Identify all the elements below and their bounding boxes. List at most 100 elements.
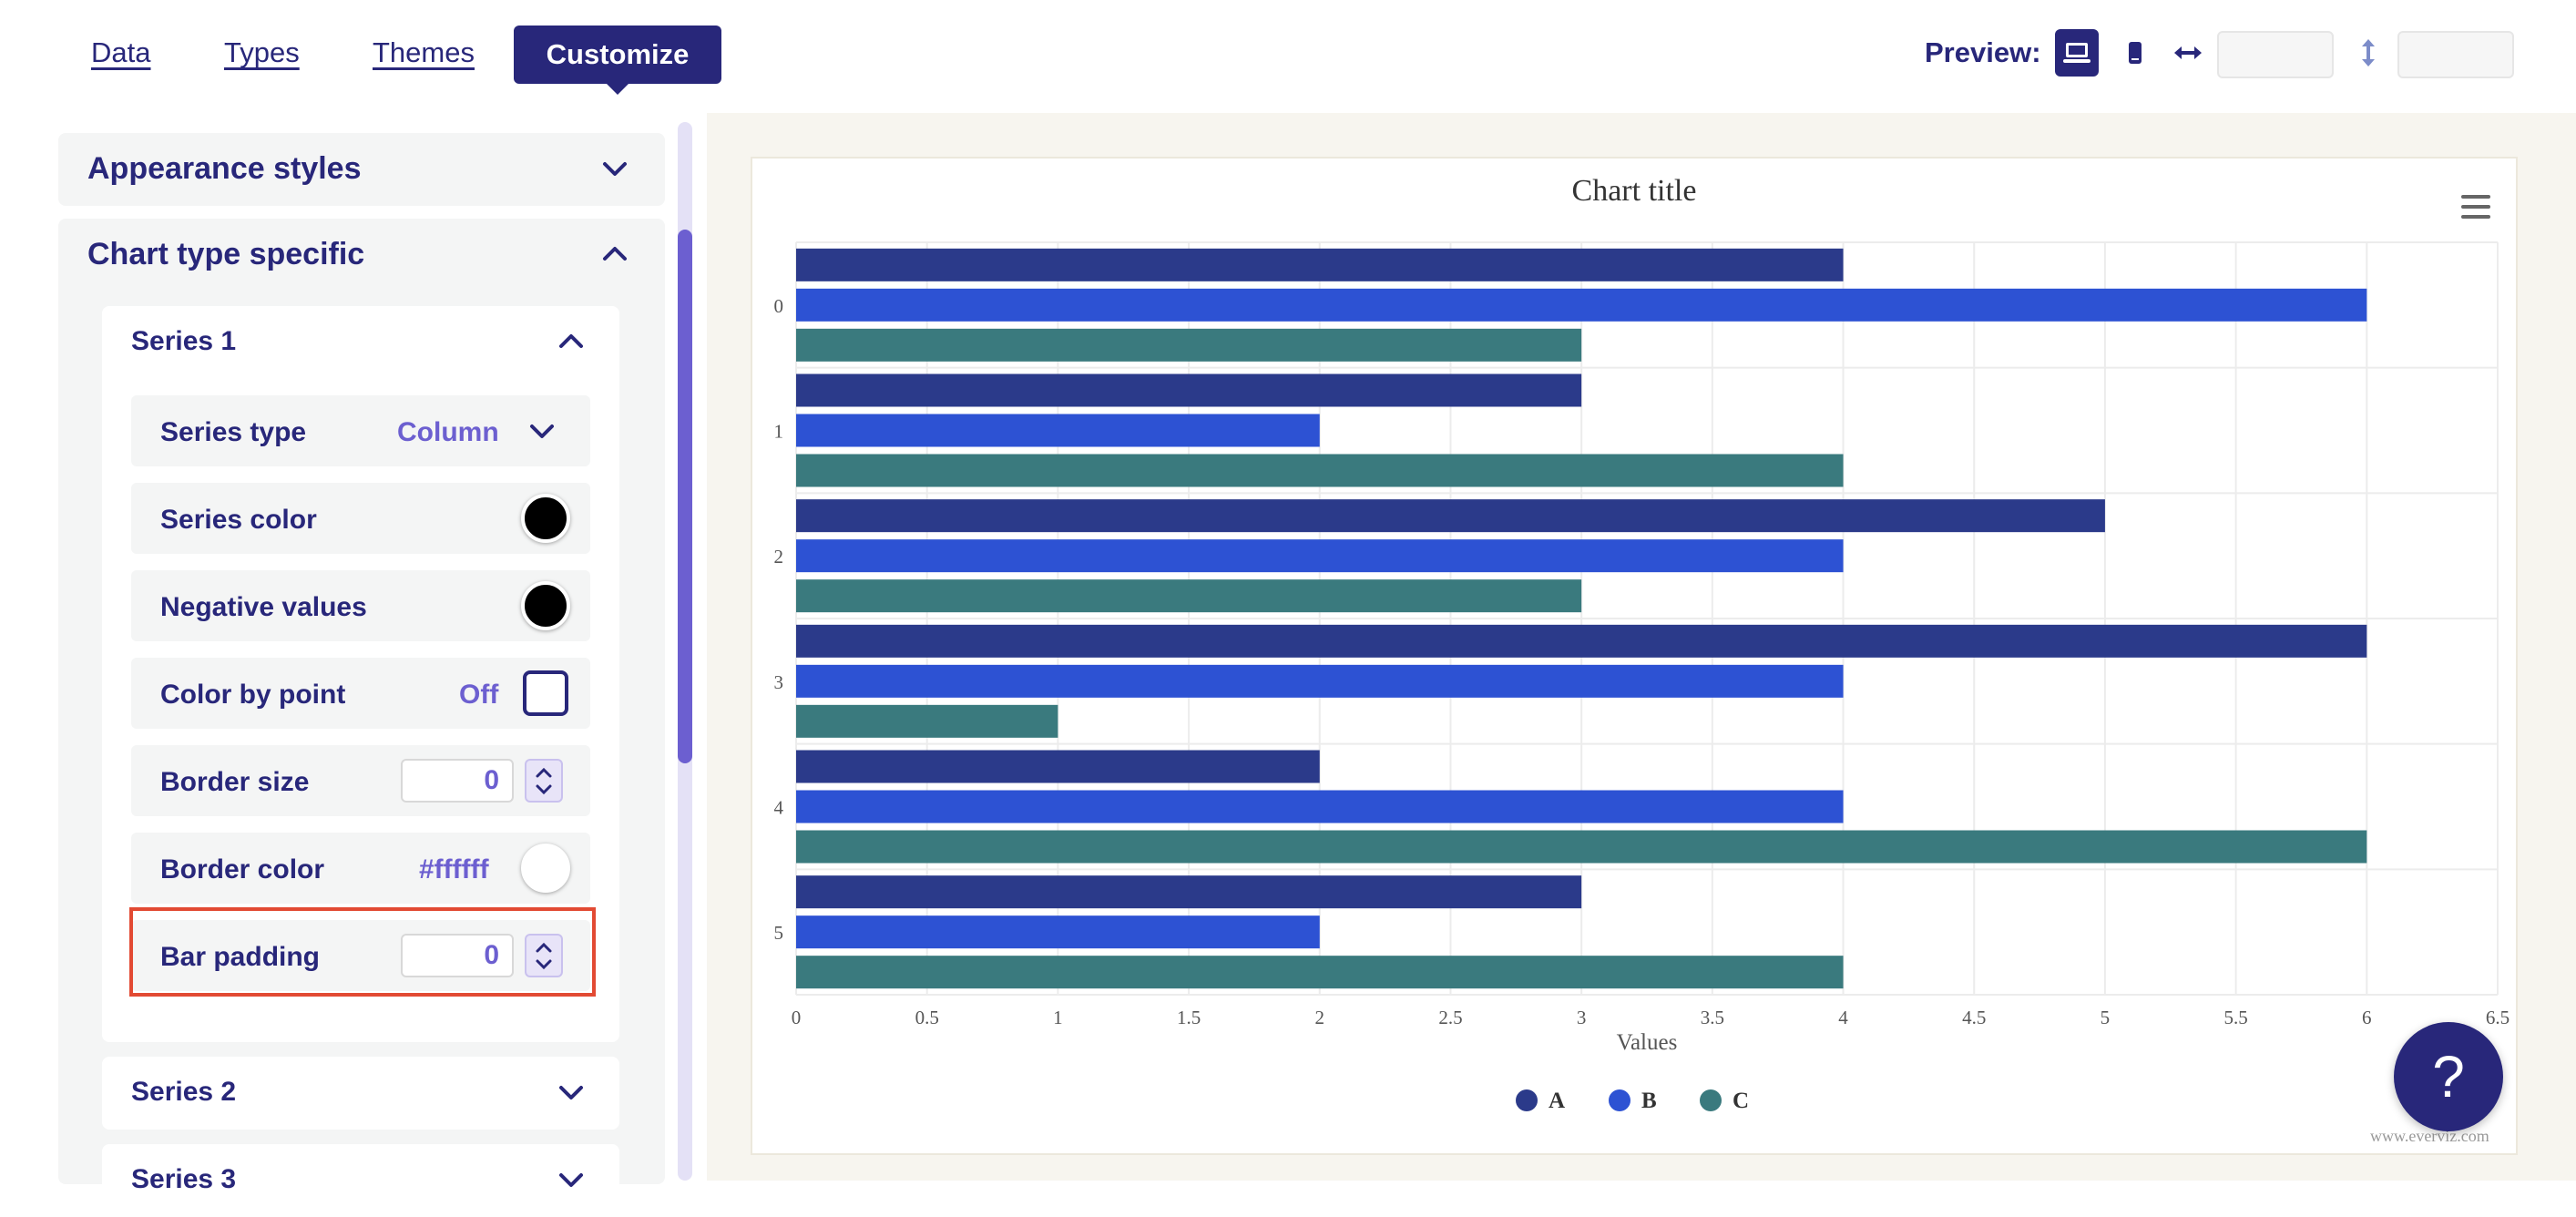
series-2-card[interactable]: Series 2	[102, 1057, 619, 1130]
legend-marker-c[interactable]	[1700, 1089, 1722, 1111]
bar-padding-label: Bar padding	[160, 942, 321, 972]
series-3-title: Series 3	[131, 1164, 237, 1194]
bar-b-5[interactable]	[796, 915, 1320, 949]
x-tick-label: 0.5	[915, 1007, 939, 1028]
x-tick-label: 1	[1053, 1007, 1063, 1028]
width-icon-button	[2166, 29, 2210, 77]
border-size-input[interactable]: 0	[401, 759, 514, 803]
series-color-row: Series color	[131, 483, 590, 554]
bar-c-2[interactable]	[796, 579, 1582, 613]
color-by-point-row: Color by point Off	[131, 658, 590, 729]
x-tick-label: 6.5	[2486, 1007, 2510, 1028]
x-tick-label: 5	[2101, 1007, 2111, 1028]
color-by-point-checkbox[interactable]	[523, 670, 568, 716]
bar-a-5[interactable]	[796, 875, 1582, 909]
bar-padding-row: Bar padding 0	[131, 920, 590, 991]
series-color-label: Series color	[160, 505, 317, 535]
legend-marker-a[interactable]	[1516, 1089, 1538, 1111]
series-1-title[interactable]: Series 1	[131, 326, 237, 356]
series-color-swatch[interactable]	[521, 494, 570, 543]
x-tick-label: 4.5	[1962, 1007, 1986, 1028]
x-tick-label: 1.5	[1177, 1007, 1201, 1028]
x-tick-label: 6	[2362, 1007, 2372, 1028]
border-size-label: Border size	[160, 767, 310, 797]
bar-a-1[interactable]	[796, 373, 1582, 407]
legend-marker-b[interactable]	[1609, 1089, 1630, 1111]
bar-c-0[interactable]	[796, 328, 1582, 362]
negative-values-row: Negative values	[131, 570, 590, 641]
bar-padding-stepper[interactable]	[525, 934, 563, 977]
bar-padding-input[interactable]: 0	[401, 934, 514, 977]
x-tick-label: 4	[1838, 1007, 1848, 1028]
chevron-down-icon[interactable]	[526, 415, 557, 446]
mobile-preview-button[interactable]	[2113, 29, 2157, 77]
color-by-point-label: Color by point	[160, 680, 346, 710]
bar-c-4[interactable]	[796, 830, 2367, 864]
x-tick-label: 2	[1315, 1007, 1325, 1028]
bar-a-0[interactable]	[796, 248, 1844, 281]
phone-icon	[2129, 42, 2142, 64]
bar-b-2[interactable]	[796, 539, 1844, 573]
chevron-up-icon[interactable]	[556, 326, 587, 357]
bar-b-3[interactable]	[796, 664, 1844, 698]
y-tick-label: 4	[774, 797, 784, 819]
y-tick-label: 3	[774, 671, 784, 693]
height-input[interactable]	[2397, 31, 2514, 78]
tab-data[interactable]: Data	[91, 36, 151, 68]
bar-b-0[interactable]	[796, 288, 2367, 322]
bar-a-4[interactable]	[796, 750, 1320, 783]
border-size-stepper[interactable]	[525, 759, 563, 803]
preview-label: Preview:	[1925, 36, 2041, 68]
negative-values-swatch[interactable]	[521, 581, 570, 630]
stepper-arrows-icon	[536, 942, 552, 970]
vertical-resize-icon	[2362, 39, 2375, 66]
y-tick-label: 0	[774, 295, 784, 317]
bar-c-5[interactable]	[796, 956, 1844, 989]
bar-a-3[interactable]	[796, 624, 2367, 658]
bar-c-3[interactable]	[796, 704, 1058, 738]
tab-themes[interactable]: Themes	[373, 36, 475, 68]
legend-label-c[interactable]: C	[1733, 1089, 1749, 1113]
bar-c-1[interactable]	[796, 454, 1844, 487]
x-tick-label: 0	[792, 1007, 802, 1028]
x-tick-label: 2.5	[1438, 1007, 1462, 1028]
series-3-card[interactable]: Series 3	[102, 1144, 619, 1217]
stepper-arrows-icon	[536, 767, 552, 795]
x-axis-label: Values	[1617, 1030, 1678, 1055]
border-size-row: Border size 0	[131, 745, 590, 816]
legend-label-a[interactable]: A	[1549, 1089, 1565, 1113]
width-input[interactable]	[2217, 31, 2334, 78]
sidebar-scrollbar-thumb[interactable]	[678, 230, 692, 763]
chart-container: Chart title 0 0.5 1 1.5 2 2.5 3 3.5 4 4.5 5 5.5 6 6.5 0…	[751, 157, 2518, 1155]
border-color-swatch[interactable]	[521, 844, 570, 893]
y-tick-label: 5	[774, 922, 784, 944]
x-tick-label: 3	[1577, 1007, 1587, 1028]
laptop-icon	[2063, 43, 2090, 63]
desktop-preview-button[interactable]	[2055, 29, 2099, 77]
bar-b-1[interactable]	[796, 414, 1320, 447]
credits-link[interactable]: www.everviz.com	[2370, 1127, 2489, 1145]
appearance-styles-title: Appearance styles	[87, 151, 362, 186]
tab-customize[interactable]: Customize	[514, 26, 721, 95]
legend-label-b[interactable]: B	[1641, 1089, 1657, 1113]
horizontal-resize-icon	[2174, 46, 2202, 59]
chart-type-specific-title[interactable]: Chart type specific	[87, 237, 365, 271]
y-tick-label: 1	[774, 421, 784, 443]
series-type-value[interactable]: Column	[397, 417, 499, 447]
chevron-up-icon[interactable]	[599, 239, 630, 270]
series-type-row[interactable]: Series type Column	[131, 395, 590, 466]
appearance-styles-section[interactable]: Appearance styles	[58, 133, 665, 206]
bar-b-4[interactable]	[796, 790, 1844, 823]
hamburger-menu-icon[interactable]	[2459, 193, 2492, 220]
color-by-point-value: Off	[459, 680, 499, 710]
chevron-down-icon	[559, 1173, 583, 1187]
border-color-row: Border color #ffffff	[131, 833, 590, 904]
chart-title: Chart title	[1572, 174, 1697, 208]
bar-a-2[interactable]	[796, 499, 2105, 533]
bar-chart: Chart title 0 0.5 1 1.5 2 2.5 3 3.5 4 4.5 5 5.5 6 6.5 0…	[774, 174, 2510, 1113]
chevron-down-icon	[559, 1086, 583, 1099]
tab-types[interactable]: Types	[224, 36, 300, 68]
chevron-down-icon	[603, 162, 627, 176]
help-button[interactable]: ?	[2394, 1022, 2503, 1131]
x-tick-label: 3.5	[1701, 1007, 1724, 1028]
